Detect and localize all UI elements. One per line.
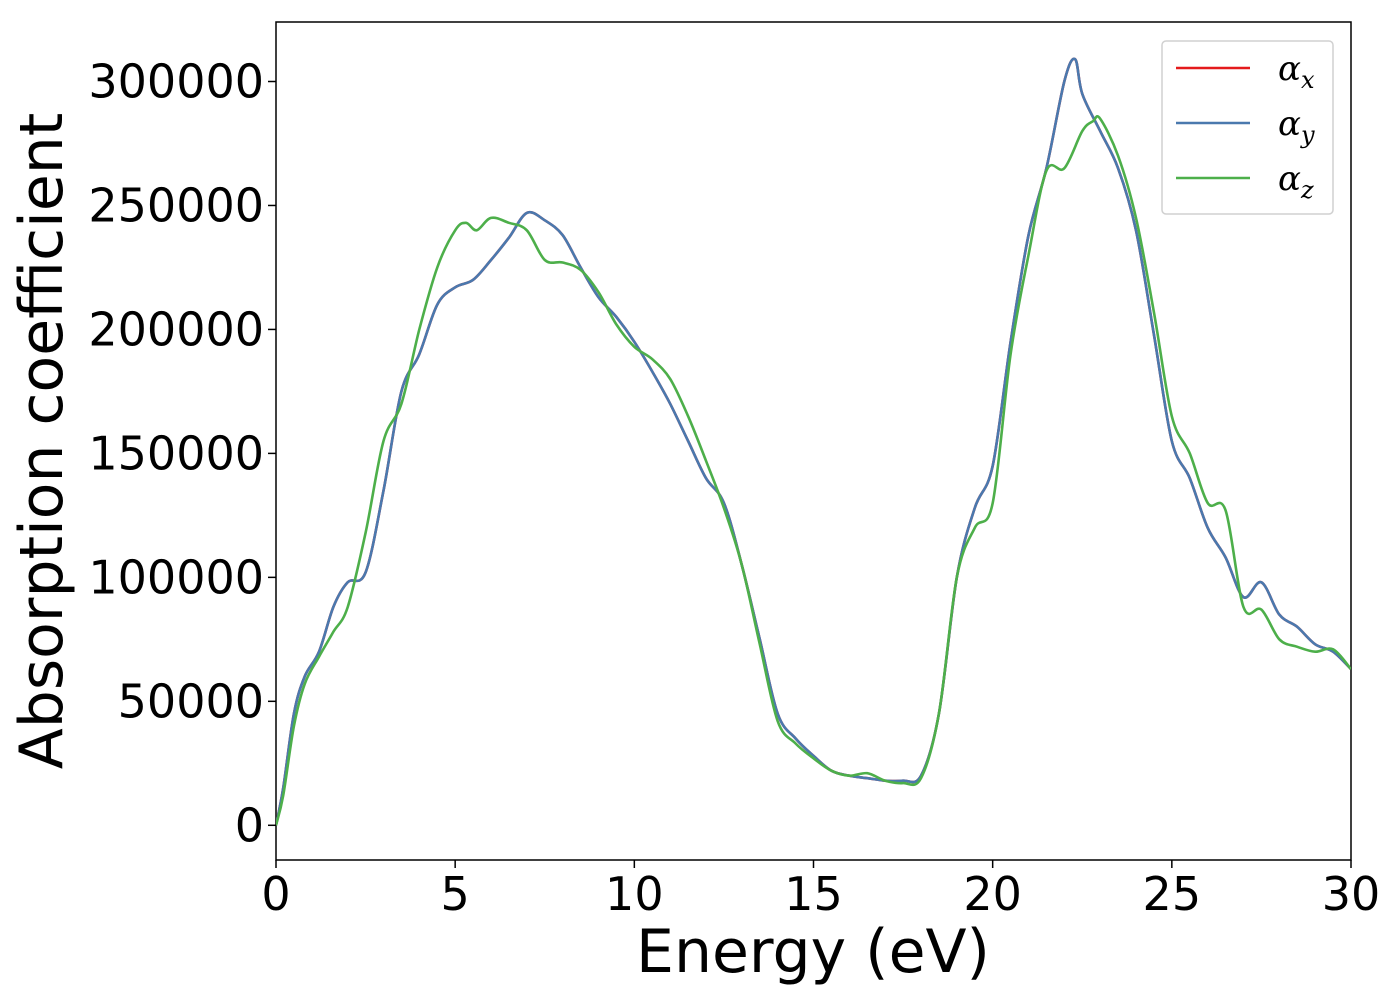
y-axis-title: Absorption coefficient bbox=[7, 113, 77, 770]
y-tick-label: 150000 bbox=[88, 426, 264, 480]
y-tick-label: 50000 bbox=[118, 674, 264, 728]
legend-subscript: x bbox=[1301, 66, 1315, 94]
legend-label-alpha-z: αz bbox=[1278, 159, 1314, 204]
x-tick-label: 25 bbox=[1143, 867, 1202, 921]
legend-subscript: z bbox=[1300, 176, 1314, 204]
legend-symbol: α bbox=[1278, 49, 1301, 89]
x-tick-label: 10 bbox=[605, 867, 664, 921]
y-tick-label: 200000 bbox=[88, 302, 264, 356]
y-tick-label: 300000 bbox=[88, 55, 264, 109]
series-line-alpha-z bbox=[276, 115, 1351, 826]
y-axis: 0 50000 100000 150000 200000 250000 300000 bbox=[88, 55, 276, 852]
x-axis: 0 5 10 15 20 25 30 bbox=[261, 860, 1380, 921]
legend-symbol: α bbox=[1278, 159, 1301, 199]
x-tick-label: 20 bbox=[963, 867, 1022, 921]
series-line-alpha-y bbox=[276, 57, 1351, 826]
legend-frame bbox=[1161, 40, 1334, 215]
legend-symbol: α bbox=[1278, 104, 1301, 144]
series-layer bbox=[276, 57, 1351, 826]
x-tick-label: 30 bbox=[1322, 867, 1381, 921]
legend-subscript: y bbox=[1300, 121, 1315, 149]
y-tick-label: 250000 bbox=[88, 178, 264, 232]
legend-label-alpha-x: αx bbox=[1278, 49, 1315, 94]
legend-label-alpha-y: αy bbox=[1278, 104, 1315, 149]
y-tick-label: 0 bbox=[235, 798, 264, 852]
x-tick-label: 15 bbox=[784, 867, 843, 921]
x-tick-label: 5 bbox=[441, 867, 470, 921]
x-axis-title: Energy (eV) bbox=[636, 917, 990, 987]
y-tick-label: 100000 bbox=[88, 550, 264, 604]
x-tick-label: 0 bbox=[261, 867, 290, 921]
